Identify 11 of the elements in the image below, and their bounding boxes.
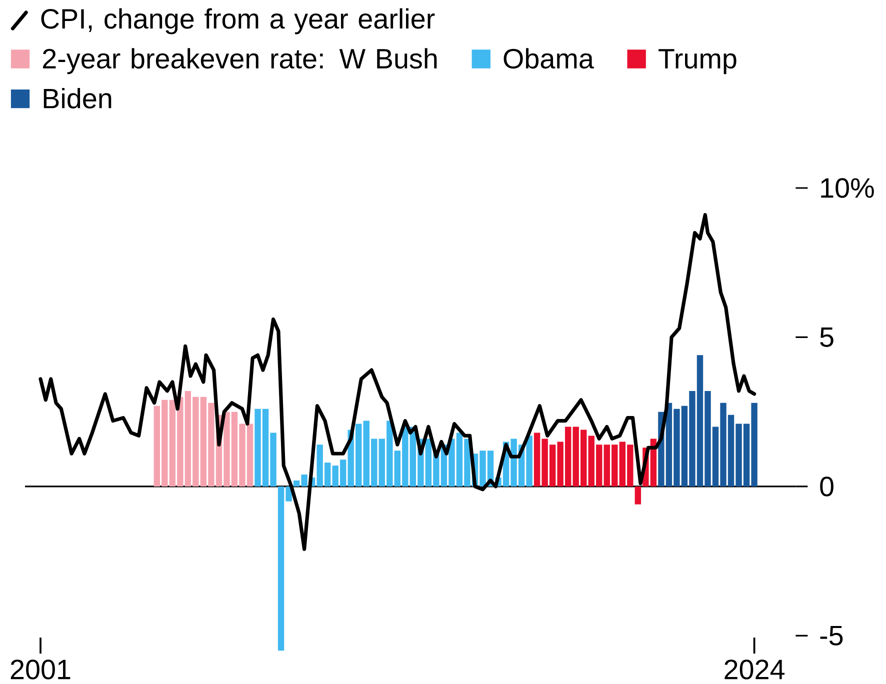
legend-label: Trump <box>658 49 736 74</box>
y-tick-label: 0 <box>820 476 834 496</box>
legend-label: Obama <box>504 48 594 69</box>
legend-label: 2-year breakeven rate: W Bush <box>42 48 437 74</box>
y-tick-label: 5 <box>820 328 834 347</box>
y-tick-label: -5 <box>820 626 843 646</box>
legend-label: Biden <box>44 88 112 108</box>
x-tick-label: 2001 <box>10 660 70 680</box>
y-tick-label: 10% <box>821 178 874 198</box>
x-tick-label: 2024 <box>724 660 784 680</box>
legend-label: CPI, change from a year earlier <box>41 8 435 34</box>
